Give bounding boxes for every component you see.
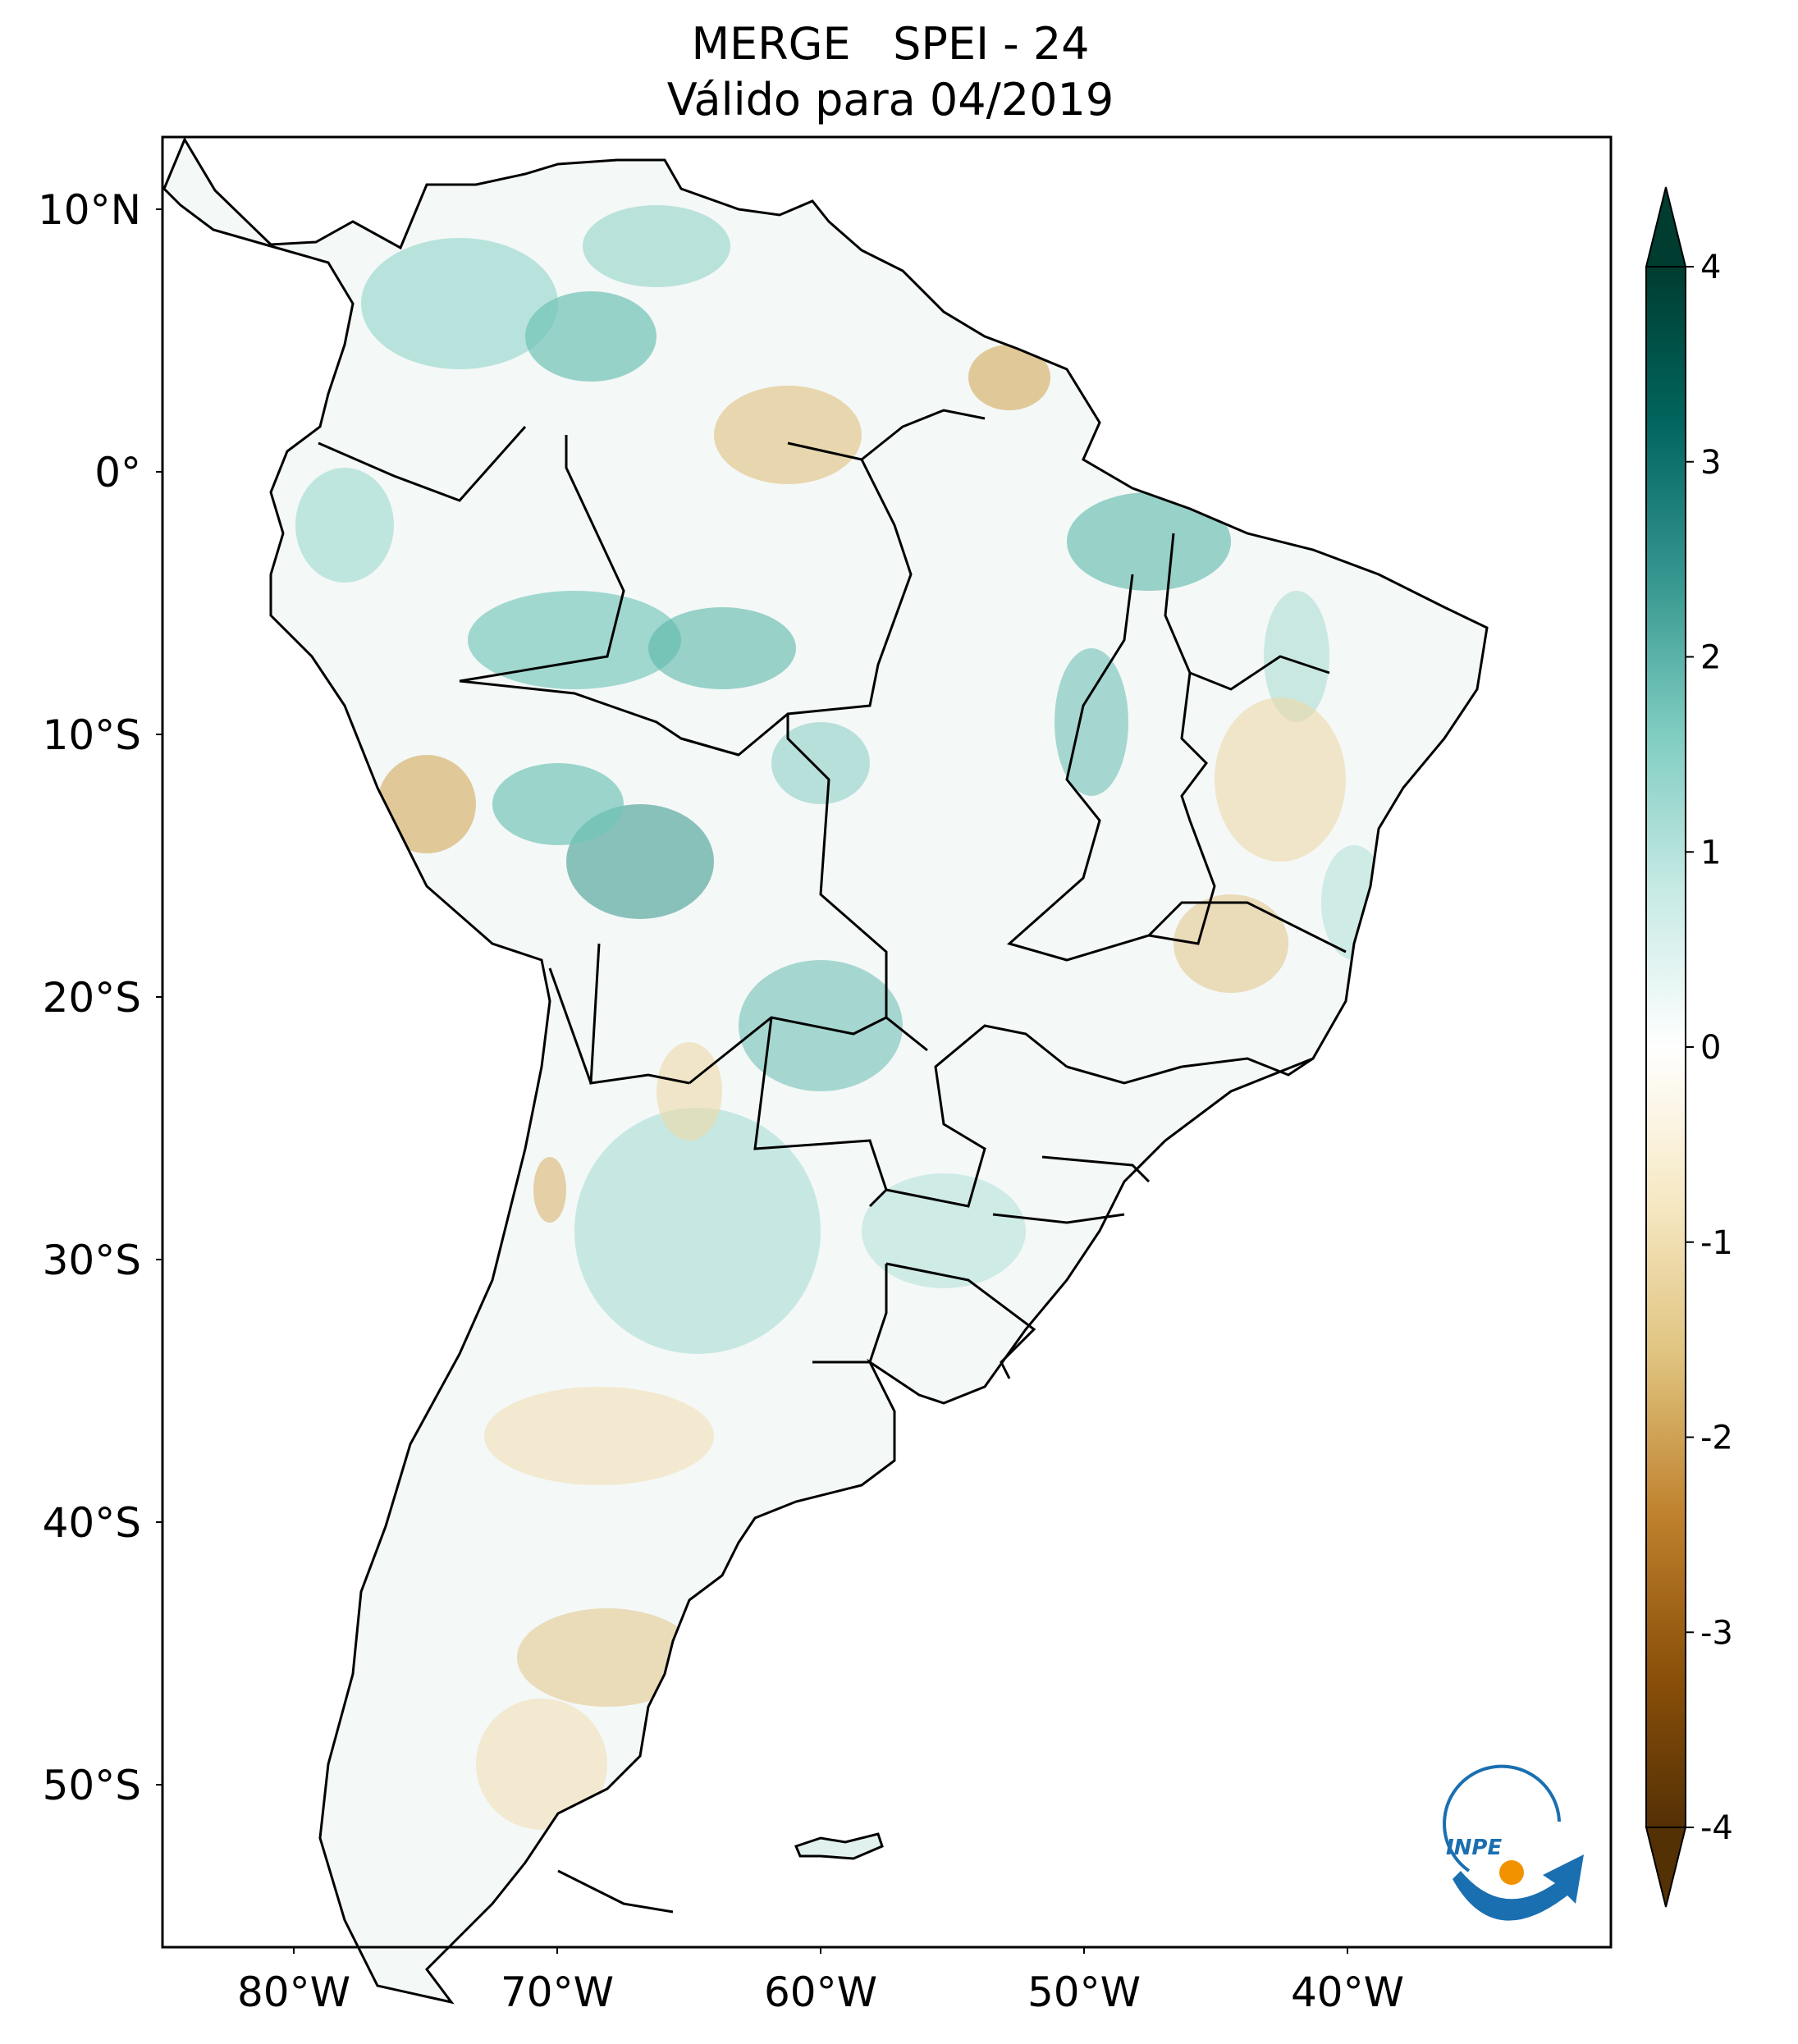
colorbar-tick-label: 3 [1700, 444, 1721, 482]
logo-arrow-icon [1453, 1854, 1584, 1921]
lon-label: 50°W [1027, 1969, 1141, 2016]
lat-label: 0° [94, 449, 141, 496]
colorbar: 4 3 2 1 0 -1 -2 -3 -4 [1645, 186, 1733, 1908]
colorbar-tick-label: 0 [1700, 1029, 1721, 1067]
lon-label: 70°W [501, 1969, 614, 2016]
lat-label: 20°S [43, 974, 141, 1022]
map-title: MERGE SPEI - 24 [691, 18, 1090, 70]
lon-label: 80°W [237, 1969, 350, 2016]
lat-label: 50°S [43, 1762, 141, 1809]
colorbar-tick-label: -1 [1700, 1224, 1733, 1262]
colorbar-tick-label: 2 [1700, 639, 1721, 677]
inpe-logo: INPE [1443, 1764, 1584, 1921]
lat-label: 10°N [38, 186, 141, 234]
colorbar-extend-max [1645, 186, 1687, 268]
colorbar-tick-label: -3 [1700, 1614, 1733, 1652]
lat-label: 40°S [43, 1499, 141, 1547]
colorbar-tick-label: 1 [1700, 834, 1721, 871]
colorbar-extend-min [1645, 1827, 1687, 1908]
lat-label: 30°S [43, 1237, 141, 1284]
colorbar-tick-label: 4 [1700, 249, 1721, 286]
map-subtitle: Válido para 04/2019 [666, 74, 1114, 126]
colorbar-gradient [1646, 267, 1686, 1827]
lon-label: 60°W [764, 1969, 877, 2016]
logo-orbit-icon [1443, 1764, 1561, 1873]
logo-sun-icon [1499, 1860, 1524, 1885]
lon-label: 40°W [1291, 1969, 1404, 2016]
map-border [161, 135, 1613, 1949]
colorbar-tick-label: -2 [1700, 1420, 1733, 1457]
logo-text: INPE [1446, 1836, 1502, 1860]
lat-label: 10°S [43, 711, 141, 759]
country-borders [318, 409, 1347, 1914]
colorbar-tick-label: -4 [1700, 1809, 1733, 1847]
spei-field [164, 139, 1487, 2002]
falkland-islands [794, 1832, 884, 1860]
lat-axis: 10°N 0° 10°S 20°S 30°S 40°S 50°S [38, 186, 162, 1809]
lon-axis: 80°W 70°W 60°W 50°W 40°W [237, 1947, 1404, 2016]
